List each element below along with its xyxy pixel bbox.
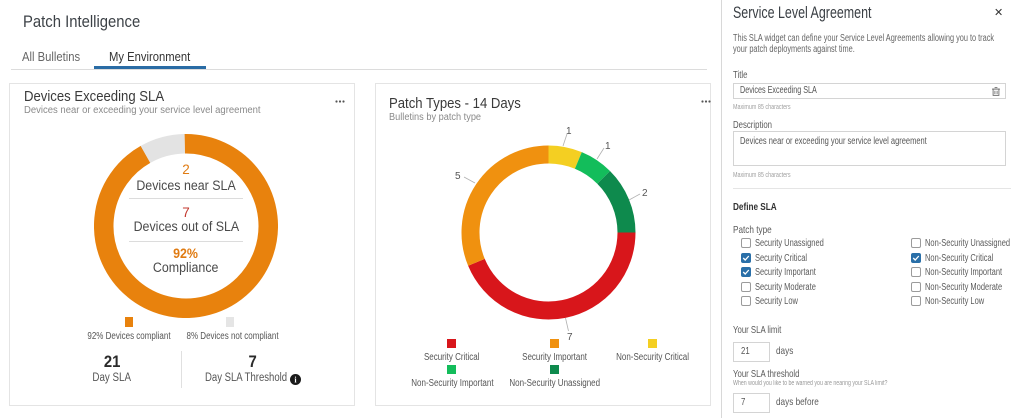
svg-text:5: 5 xyxy=(455,171,461,182)
svg-text:2: 2 xyxy=(642,188,648,199)
svg-text:i: i xyxy=(294,375,297,384)
svg-text:1: 1 xyxy=(566,126,572,137)
svg-text:7: 7 xyxy=(567,332,573,343)
svg-text:1: 1 xyxy=(605,141,611,152)
